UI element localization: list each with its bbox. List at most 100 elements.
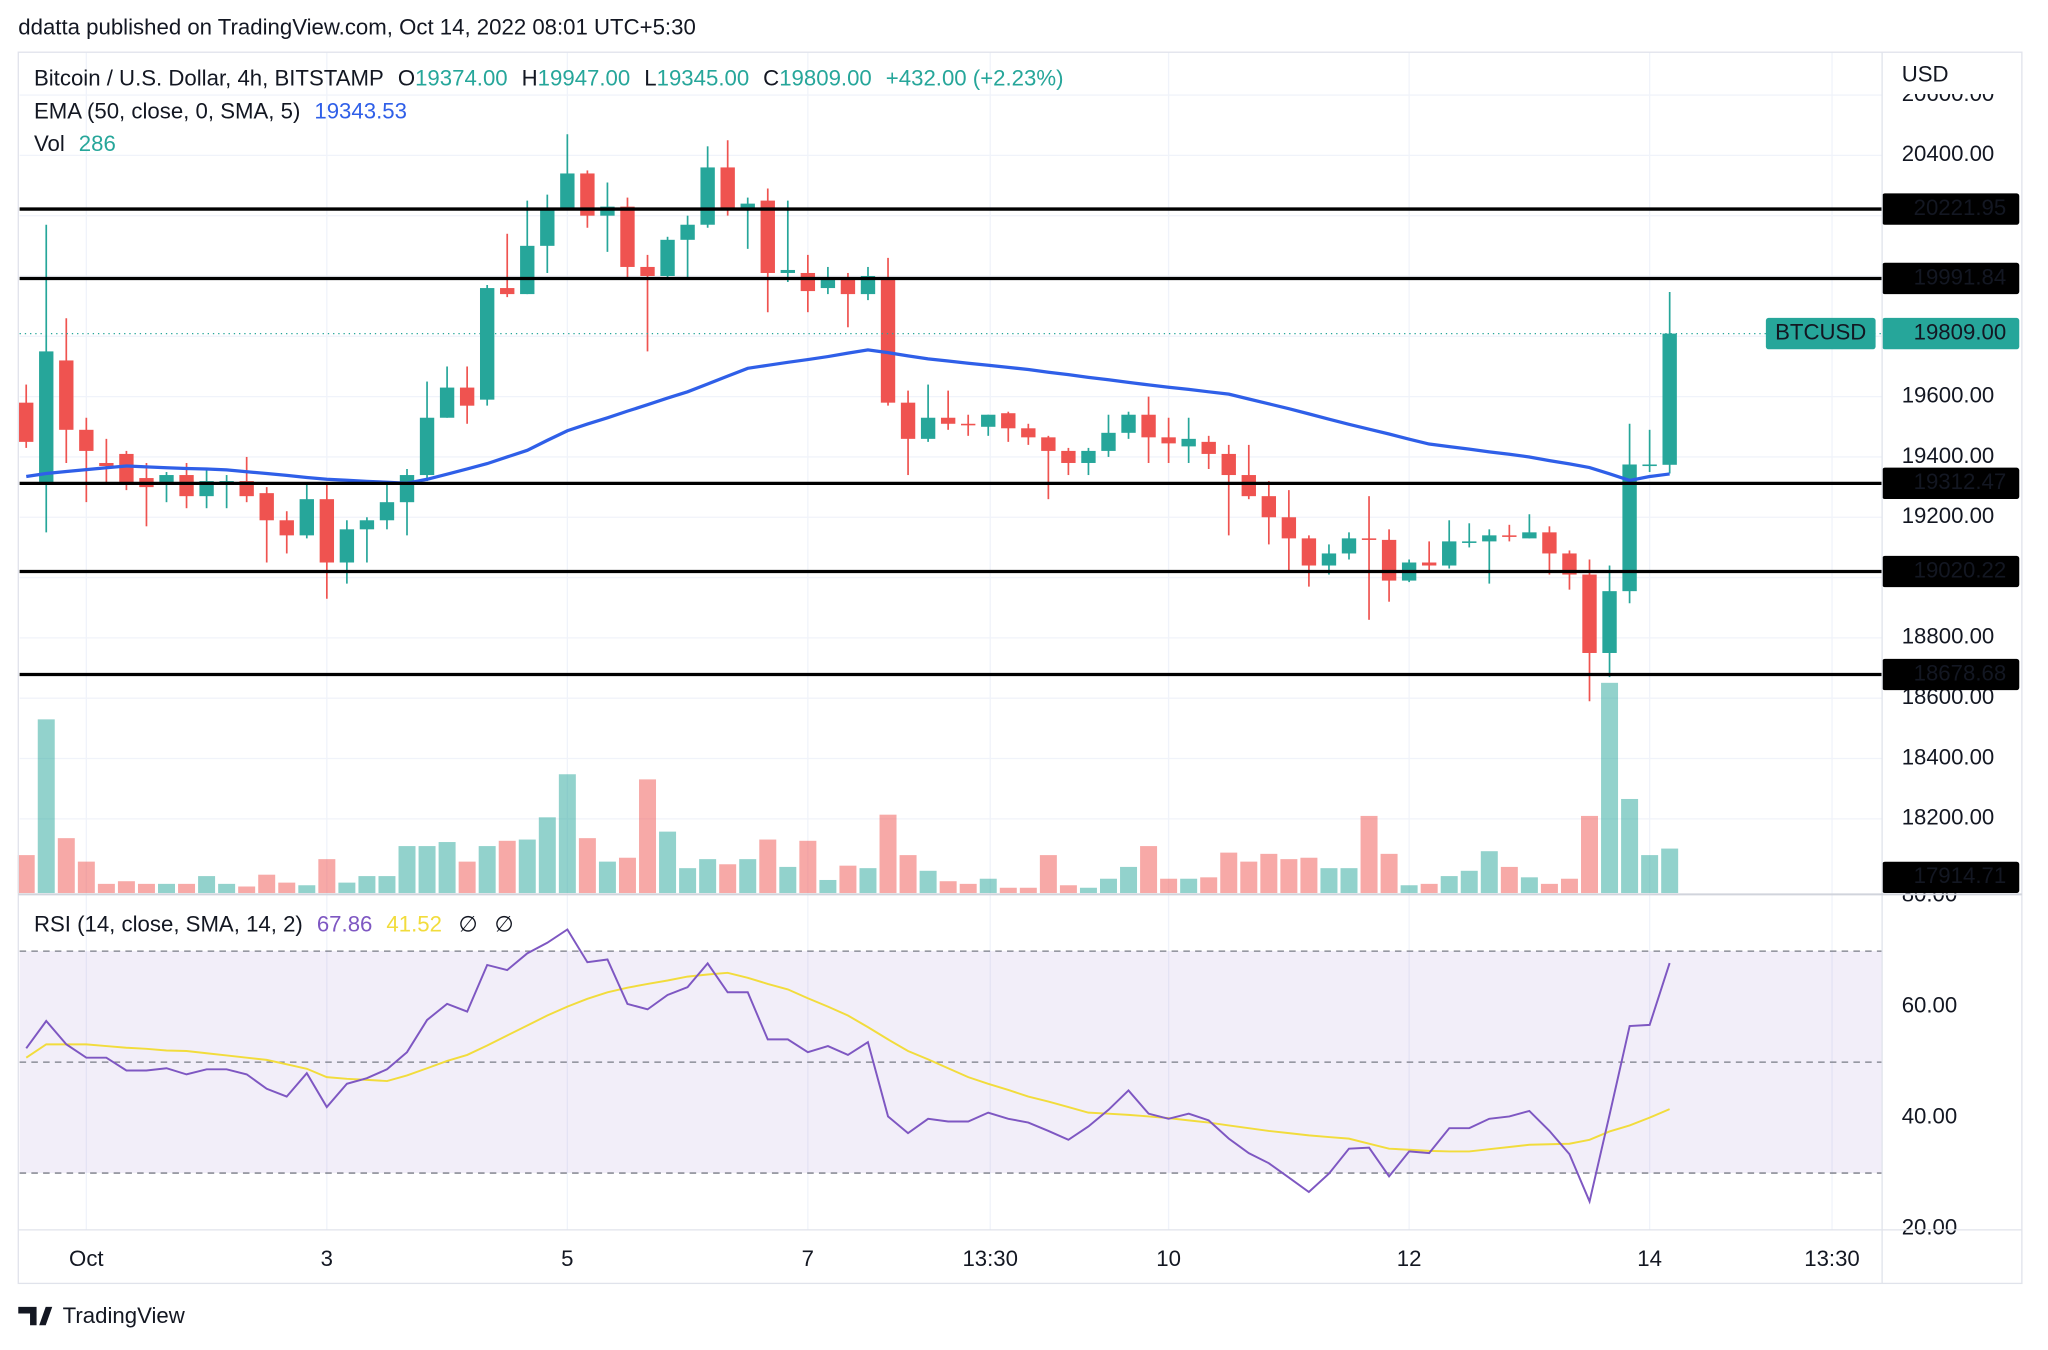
volume-bar [398, 846, 416, 894]
candle-body [780, 269, 795, 273]
volume-bar [1440, 876, 1458, 894]
candle-body [1201, 441, 1216, 454]
logo-icon [18, 1306, 53, 1326]
volume-bar [1260, 853, 1278, 894]
candle-body [800, 272, 816, 292]
y-tick-label: 19600.00 [1902, 382, 1995, 407]
byline: ddatta published on TradingView.com, Oct… [18, 15, 696, 40]
candle-body [1662, 333, 1677, 465]
volume-layer [17, 682, 1679, 894]
candle-body [620, 206, 635, 267]
volume-bar [839, 865, 857, 894]
volume-bar [358, 876, 376, 894]
volume-bar [1621, 798, 1639, 894]
candle-body [1121, 414, 1136, 433]
candle-body [319, 499, 335, 563]
candle-body [1241, 475, 1256, 497]
candle-body [119, 453, 134, 485]
volume-bar [1200, 877, 1218, 894]
candle-body [860, 275, 876, 295]
volume-bar [859, 868, 877, 894]
candle-body [1221, 453, 1236, 476]
volume-bar [779, 866, 797, 894]
ohlc-value: 19345.00 [657, 66, 750, 91]
volume-bar [1460, 870, 1478, 894]
candle-body [1361, 538, 1377, 540]
volume-bar [919, 870, 937, 894]
volume-bar [518, 839, 536, 894]
ema-name: EMA (50, close, 0, SMA, 5) [34, 98, 300, 123]
currency-box [1887, 57, 2018, 95]
rsi-legend: RSI (14, close, SMA, 14, 2) 67.86 41.52 … [34, 912, 514, 937]
candle-body [540, 209, 555, 246]
rsi-sma-value: 41.52 [386, 912, 442, 937]
volume-bar [1019, 887, 1037, 894]
candle-body [1341, 538, 1357, 554]
candle-body [1622, 464, 1637, 592]
volume-bar [1601, 682, 1619, 894]
candle-body [79, 429, 94, 451]
volume-bar [258, 874, 276, 894]
volume-legend: Vol 286 [34, 131, 116, 156]
candle-body [700, 167, 715, 225]
candle-body [19, 402, 34, 442]
volume-bar [1360, 815, 1378, 894]
volume-bar [999, 887, 1017, 894]
rsi-tick-label: 60.00 [1902, 992, 1958, 1017]
volume-bar [538, 817, 556, 894]
volume-bar [899, 855, 917, 894]
candle-body [359, 520, 375, 530]
x-tick-label: Oct [69, 1246, 104, 1271]
candle-body [159, 475, 174, 485]
candle-body [720, 167, 735, 210]
na-label: ∅ [495, 912, 514, 937]
candle-body [1502, 535, 1517, 537]
volume-bar [97, 883, 115, 894]
candle-body [1522, 532, 1537, 539]
candle-body [419, 417, 435, 476]
ohlc-value: 19809.00 [779, 66, 872, 91]
volume-bar [1039, 855, 1057, 894]
volume-bar [1180, 878, 1198, 894]
candle-body [920, 417, 936, 439]
candle-body [1482, 535, 1497, 542]
candle-body [740, 203, 755, 210]
volume-bar [939, 881, 957, 894]
volume-bar [639, 779, 657, 894]
volume-bar [438, 842, 456, 894]
candle-body [600, 206, 615, 216]
volume-bar [1540, 883, 1558, 894]
candle-body [1261, 496, 1277, 518]
frame [17, 51, 2023, 1285]
candle-body [1321, 553, 1337, 566]
volume-bar [1380, 853, 1398, 894]
level-label: 19312.47 [1914, 469, 2007, 494]
volume-bar [819, 879, 837, 894]
rsi-line [25, 928, 1671, 1205]
volume-bar [1280, 859, 1298, 894]
volume-bar [298, 885, 316, 894]
volume-bar [1661, 848, 1679, 894]
candle-body [900, 402, 916, 439]
level-label-box [1882, 861, 2020, 894]
candle-body [820, 279, 836, 289]
level-label: 17914.71 [1914, 863, 2007, 888]
candle-body [279, 520, 294, 536]
level-label-box [1882, 658, 2020, 691]
volume-bar [238, 886, 256, 894]
candle-body [520, 245, 535, 295]
ema-value: 19343.53 [314, 98, 407, 123]
level-label: 20221.95 [1914, 195, 2007, 220]
candle-body [660, 239, 675, 276]
candle-body [1081, 450, 1096, 463]
level-label-box [1882, 555, 2020, 588]
volume-bar [418, 846, 436, 894]
volume-bar [1240, 861, 1258, 894]
volume-bar [498, 840, 516, 894]
ema-line [26, 348, 1670, 485]
candle-body [1642, 464, 1657, 467]
volume-bar [1160, 878, 1178, 894]
candle-body [39, 351, 54, 485]
